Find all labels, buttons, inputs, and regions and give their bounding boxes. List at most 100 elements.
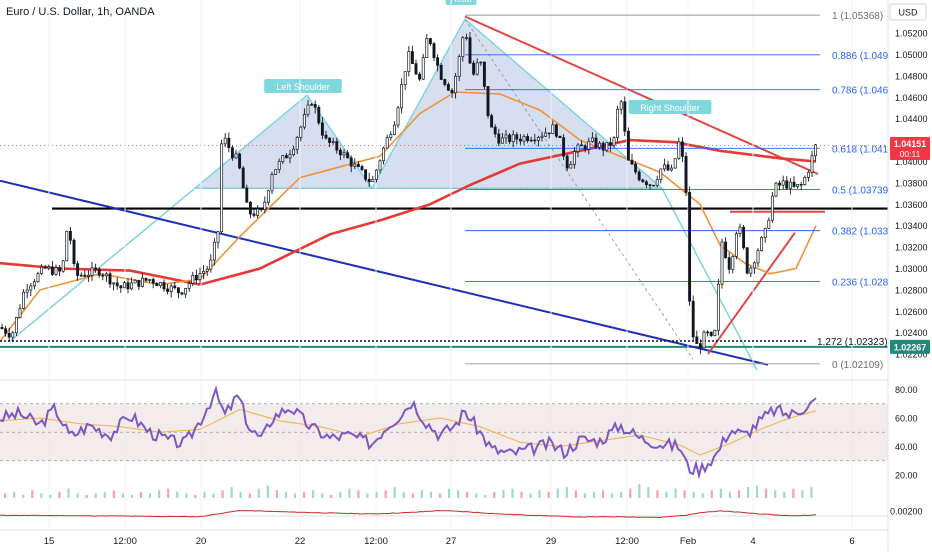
candle-body bbox=[572, 151, 576, 165]
volume-bar bbox=[312, 490, 315, 498]
candle-body bbox=[716, 283, 720, 331]
candle-body bbox=[482, 61, 486, 87]
candle-body bbox=[40, 266, 44, 274]
candle-body bbox=[378, 160, 382, 171]
candle-body bbox=[778, 182, 782, 186]
candle-body bbox=[756, 250, 760, 264]
volume-bar bbox=[692, 491, 695, 498]
price-tick-label: 1.03400 bbox=[895, 221, 928, 231]
left-shoulder-label: Left Shoulder bbox=[264, 79, 342, 93]
candle-body bbox=[648, 184, 652, 186]
candle-body bbox=[212, 241, 216, 261]
fib-level-label: 0.5 (1.03739) bbox=[832, 185, 892, 196]
volume-bar bbox=[112, 490, 115, 498]
last-price-value: 1.04151 bbox=[894, 139, 927, 149]
candle-body bbox=[677, 141, 681, 160]
candle-body bbox=[605, 142, 609, 151]
candle-body bbox=[180, 292, 184, 295]
volume-bar bbox=[411, 493, 414, 498]
candle-body bbox=[616, 108, 620, 138]
candle-body bbox=[302, 114, 306, 128]
candle-body bbox=[234, 153, 238, 159]
candle-body bbox=[479, 61, 483, 64]
candle-body bbox=[792, 181, 796, 187]
volume-bar bbox=[194, 494, 197, 498]
price-axis-bg bbox=[888, 0, 932, 550]
candle-body bbox=[374, 169, 378, 180]
candle-body bbox=[443, 79, 447, 85]
candle-body bbox=[594, 137, 598, 148]
price-tick-label: 1.04800 bbox=[895, 71, 928, 81]
candle-body bbox=[194, 274, 198, 281]
currency-box bbox=[889, 3, 927, 21]
candle-body bbox=[277, 161, 281, 170]
volume-bar bbox=[239, 491, 242, 498]
candle-body bbox=[320, 122, 324, 136]
last-price-countdown: 00:11 bbox=[900, 149, 921, 159]
volume-bar bbox=[375, 491, 378, 498]
descending-blue-trendline bbox=[0, 179, 769, 366]
candle-body bbox=[526, 136, 530, 142]
candle-body bbox=[306, 104, 310, 115]
volume-bar bbox=[58, 491, 61, 498]
candle-body bbox=[299, 126, 303, 138]
candle-body bbox=[119, 285, 123, 289]
candle-body bbox=[79, 274, 83, 277]
candle-body bbox=[760, 237, 764, 251]
volume-bar bbox=[402, 491, 405, 498]
price-tick-label: 1.03800 bbox=[895, 178, 928, 188]
candle-body bbox=[490, 115, 494, 128]
candle-body bbox=[670, 167, 674, 171]
volume-bar bbox=[683, 490, 686, 498]
volume-bar bbox=[447, 488, 451, 498]
candle-body bbox=[176, 287, 180, 294]
rsi-line bbox=[0, 385, 817, 480]
volume-bar bbox=[13, 491, 16, 498]
volume-bar bbox=[502, 490, 505, 498]
volume-bar bbox=[321, 493, 324, 498]
right-shoulder-label: Right Shoulder bbox=[628, 100, 712, 114]
volume-bar bbox=[130, 494, 134, 498]
time-tick-label: 22 bbox=[295, 536, 306, 547]
price-tick-label: 1.02800 bbox=[895, 285, 928, 295]
candle-body bbox=[418, 73, 422, 80]
candle-body bbox=[450, 89, 454, 94]
volume-bar bbox=[139, 491, 143, 498]
candle-body bbox=[695, 336, 699, 344]
candle-body bbox=[436, 57, 440, 66]
candle-body bbox=[335, 141, 339, 151]
time-tick-label: 4 bbox=[750, 536, 755, 547]
volume-bar bbox=[801, 490, 804, 498]
fibonacci: 1 (1.05368) 0.886 (1.04997) 0.786 (1.04671… bbox=[0, 11, 903, 371]
volume-bar bbox=[330, 494, 333, 498]
candle-body bbox=[346, 152, 350, 159]
candle-body bbox=[4, 328, 8, 334]
volume-bar bbox=[592, 491, 596, 498]
candle-body bbox=[788, 181, 792, 189]
candle-body bbox=[745, 247, 749, 274]
candle-body bbox=[461, 37, 465, 57]
candle-body bbox=[324, 134, 328, 139]
candle-body bbox=[382, 147, 386, 162]
candle-body bbox=[14, 317, 18, 334]
candle-body bbox=[720, 241, 724, 285]
candle-body bbox=[385, 137, 389, 149]
volume-bar bbox=[22, 494, 25, 498]
time-tick-label: 12:00 bbox=[615, 536, 639, 547]
candle-body bbox=[158, 282, 162, 286]
candle-body bbox=[518, 138, 522, 142]
candle-body bbox=[666, 164, 670, 171]
price-tick-label: 1.02600 bbox=[895, 307, 928, 317]
volume-bar bbox=[755, 485, 759, 498]
candle-body bbox=[536, 137, 540, 141]
moving-average-slow bbox=[0, 138, 817, 286]
candle-body bbox=[83, 274, 87, 277]
descending-resistance-line bbox=[464, 15, 819, 175]
candle-body bbox=[252, 213, 256, 216]
candle-body bbox=[328, 137, 332, 143]
candle-body bbox=[713, 329, 717, 336]
volume-bar bbox=[728, 491, 731, 498]
